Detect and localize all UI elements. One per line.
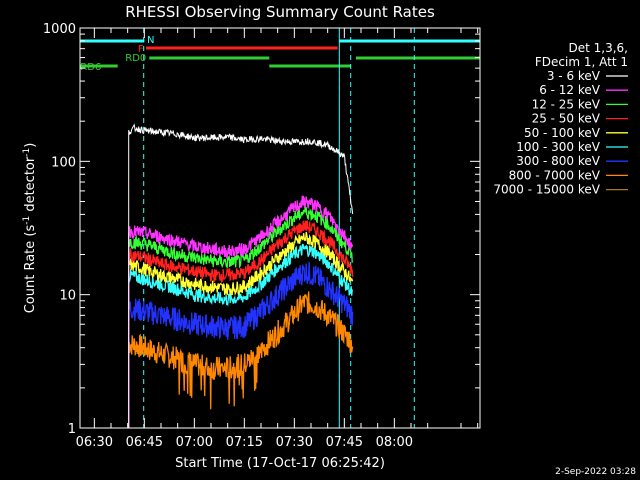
legend-label: 100 - 300 keV [516, 140, 600, 154]
series-line-3-to-6keV [128, 123, 354, 428]
x-tick-label: 06:45 [126, 435, 163, 450]
flag-label-rd0: RD0 [125, 53, 146, 64]
x-axis-ticks: 06:30 06:45 07:00 07:15 07:30 07:45 08:00 [76, 28, 479, 450]
flag-label-rd6: RD6 [80, 62, 101, 73]
legend-label: 3 - 6 keV [547, 69, 601, 83]
x-axis-label: Start Time (17-Oct-17 06:25:42) [175, 456, 385, 471]
series-line-300-to-800keV [128, 261, 354, 428]
flag-label-n: N [147, 35, 154, 46]
x-tick-label: 08:00 [376, 435, 413, 450]
y-tick-label: 100 [51, 155, 76, 170]
y-tick-label: 1 [68, 422, 76, 437]
series-group [128, 123, 354, 428]
legend-header-line-1: Det 1,3,6, [569, 41, 629, 55]
legend-label: 800 - 7000 keV [509, 168, 601, 182]
flag-label-f: F [138, 44, 144, 55]
series-line-6-to-12keV [128, 195, 354, 428]
legend-label: 50 - 100 keV [524, 126, 601, 140]
plot-frame [79, 27, 481, 429]
x-tick-label: 06:30 [76, 435, 113, 450]
chart-title: RHESSI Observing Summary Count Rates [125, 3, 435, 21]
x-tick-label: 07:45 [326, 435, 363, 450]
x-tick-label: 07:30 [276, 435, 313, 450]
series-line-12-to-25keV [128, 206, 354, 428]
y-axis-ticks: 1 10 100 1000 [43, 22, 480, 437]
series-line-25-to-50keV [128, 220, 354, 428]
legend-header-line-2: FDecim 1, Att 1 [535, 55, 628, 69]
legend-label: 6 - 12 keV [539, 83, 601, 97]
x-tick-label: 07:00 [176, 435, 213, 450]
y-tick-label: 1000 [43, 22, 76, 37]
x-tick-label: 07:15 [226, 435, 263, 450]
series-line-50-to-100keV [128, 231, 354, 428]
legend-label: 300 - 800 keV [516, 154, 600, 168]
y-axis-label: Count Rate (s-1 detector-1) [22, 143, 38, 314]
y-tick-label: 10 [59, 289, 76, 304]
generated-timestamp: 2-Sep-2022 03:28 [555, 467, 636, 477]
series-line-800-to-7000keV [128, 291, 354, 428]
legend-label: 7000 - 15000 keV [493, 183, 600, 197]
legend-label: 25 - 50 keV [532, 112, 601, 126]
legend-label: 12 - 25 keV [532, 97, 601, 111]
